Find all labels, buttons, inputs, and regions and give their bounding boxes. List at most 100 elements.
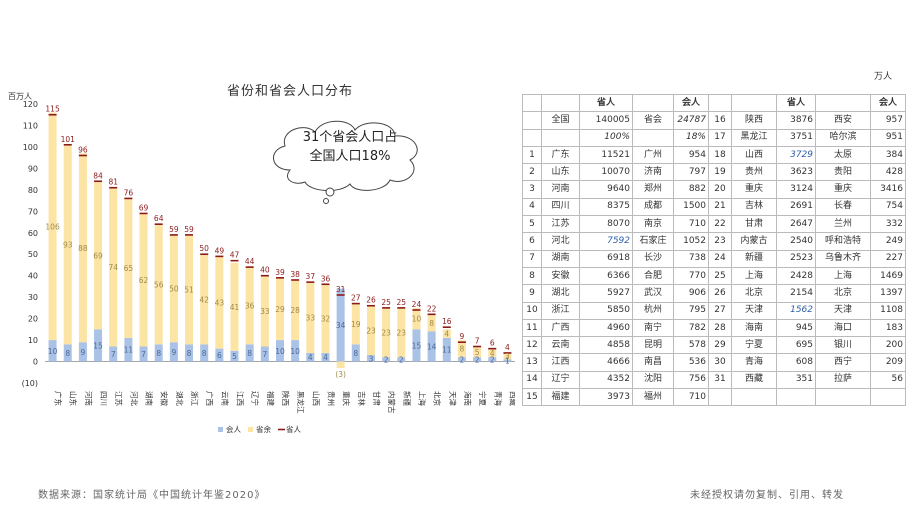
table-cell-ppop: 4960 [579, 318, 633, 338]
capital-bar [185, 344, 194, 362]
province-value-label: 24 [412, 300, 422, 309]
y-tick-label: 110 [23, 121, 38, 130]
rest-value-label: 65 [124, 264, 134, 273]
rest-value-label: 106 [45, 222, 60, 231]
table-cell-r: 6 [522, 232, 542, 251]
rest-value-label: 69 [93, 251, 103, 260]
table-cell-cap: 杭州 [632, 301, 674, 320]
category-label: 宁夏 [478, 391, 488, 406]
table-cell-ppop2: 351 [776, 370, 816, 390]
table-cell-ppop2: 2647 [776, 215, 816, 234]
cloud-callout [273, 120, 418, 204]
table-row: 4 四川 8375 成都 1500 21 吉林 2691 长春 754 [522, 197, 906, 217]
table-cell-prov: 山东 [541, 163, 580, 182]
table-cell-cpop: 710 [673, 215, 709, 234]
table-cell-cpop2: 332 [870, 215, 906, 234]
capital-bar [457, 357, 466, 362]
table-cell-cap: 沈阳 [632, 370, 674, 390]
capital-bar [291, 340, 300, 362]
rest-bar [169, 234, 178, 343]
table-cell-cpop2: 1469 [870, 266, 906, 286]
table-cell-ppop: 4858 [579, 336, 633, 355]
population-table: 省人 会人 省人 会人 全国 140005 省会 24787 16 陕西 387… [522, 93, 906, 407]
capital-value-label: 3 [369, 354, 374, 363]
rest-value-label: 4 [490, 349, 495, 358]
y-tick-label: 40 [28, 272, 38, 281]
table-cell-ppop2: 2691 [776, 197, 816, 217]
rest-value-label: 74 [108, 263, 118, 272]
capital-value-label: 2 [460, 355, 465, 364]
table-row: 6 河北 7592 石家庄 1052 23 内蒙古 2540 呼和浩特 249 [522, 232, 906, 251]
rest-value-label: 32 [321, 315, 331, 324]
table-cell-cpop: 536 [673, 353, 709, 372]
category-label: 湖南 [145, 391, 155, 406]
table-cell-cap2 [815, 388, 871, 407]
table-cell-ppop2: 695 [776, 336, 816, 355]
y-tick-label: (10) [22, 379, 38, 388]
table-cell-prov2: 新疆 [731, 249, 777, 268]
province-value-label: 44 [245, 257, 255, 266]
table-cell-cap: 广州 [632, 145, 674, 165]
header-province-pop-2: 省人 [776, 93, 816, 113]
province-value-label: 31 [336, 285, 346, 294]
table-cell-cap2: 重庆 [815, 180, 871, 199]
table-cell-prov: 辽宁 [541, 370, 580, 390]
capital-bar [169, 342, 178, 362]
rest-value-label: 56 [154, 280, 164, 289]
province-value-label: 25 [381, 298, 391, 307]
summary-national-pop: 140005 [579, 111, 633, 130]
table-cell-cpop: 1500 [673, 197, 709, 217]
table-row: 3 河南 9640 郑州 882 20 重庆 3124 重庆 3416 [522, 180, 906, 199]
table-cell-cap2: 乌鲁木齐 [815, 249, 871, 268]
rest-bar [442, 329, 451, 338]
rest-value-label: 3 [505, 352, 510, 361]
capital-bar [124, 337, 133, 362]
rest-bar [200, 254, 209, 345]
capital-value-label: 8 [353, 349, 358, 358]
rest-value-label: 8 [429, 319, 434, 328]
table-cell-prov: 云南 [541, 336, 580, 355]
table-cell-r2: 21 [708, 197, 732, 217]
capital-value-label: 8 [247, 349, 252, 358]
table-cell-cpop: 756 [673, 370, 709, 390]
province-value-label: 37 [306, 272, 316, 281]
capital-value-label: 8 [65, 349, 70, 358]
rest-bar [503, 352, 512, 360]
capital-bar [351, 344, 360, 362]
capital-bar [260, 346, 269, 362]
table-cell-r2: 24 [708, 249, 732, 268]
table-row: 15 福建 3973 福州 710 [522, 388, 906, 407]
table-cell-r2: 20 [708, 180, 732, 199]
rest-value-label: 51 [184, 286, 194, 295]
rest-value-label: 36 [245, 302, 255, 311]
cloud-callout-text: 31个省会人口占 全国人口18% [280, 128, 420, 166]
category-label: 山东 [69, 391, 79, 406]
table-cell-prov2: 天津 [731, 301, 777, 320]
rest-bar [154, 224, 163, 345]
capital-bar [78, 342, 87, 362]
category-label: 海南 [463, 391, 473, 406]
rest-value-label: (3) [335, 370, 346, 379]
capital-bar [382, 357, 391, 362]
table-cell-cap2: 贵阳 [815, 163, 871, 182]
table-summary-row-1: 全国 140005 省会 24787 16 陕西 3876 西安 957 [522, 111, 906, 130]
y-tick-label: 80 [28, 186, 38, 195]
capital-value-label: 8 [187, 349, 192, 358]
table-cell-prov2: 宁夏 [731, 336, 777, 355]
province-value-label: 96 [78, 146, 88, 155]
category-label: 新疆 [402, 391, 412, 406]
table-row: 5 江苏 8070 南京 710 22 甘肃 2647 兰州 332 [522, 215, 906, 234]
category-label: 天津 [448, 391, 457, 406]
table-cell-ppop: 9640 [579, 180, 633, 199]
rest-value-label: 8 [460, 345, 465, 354]
table-cell-prov2: 吉林 [731, 197, 777, 217]
table-cell-ppop2: 2154 [776, 284, 816, 303]
table-cell-cap: 南宁 [632, 318, 674, 338]
table-row: 11 广西 4960 南宁 782 28 海南 945 海口 183 [522, 318, 906, 338]
table-cell-ppop2: 2428 [776, 266, 816, 286]
table-cell-cap2: 呼和浩特 [815, 232, 871, 251]
capital-bar [442, 337, 451, 362]
table-cell-r2: 27 [708, 301, 732, 320]
capital-bar [336, 288, 345, 362]
category-label: 黑龙江 [296, 391, 306, 414]
